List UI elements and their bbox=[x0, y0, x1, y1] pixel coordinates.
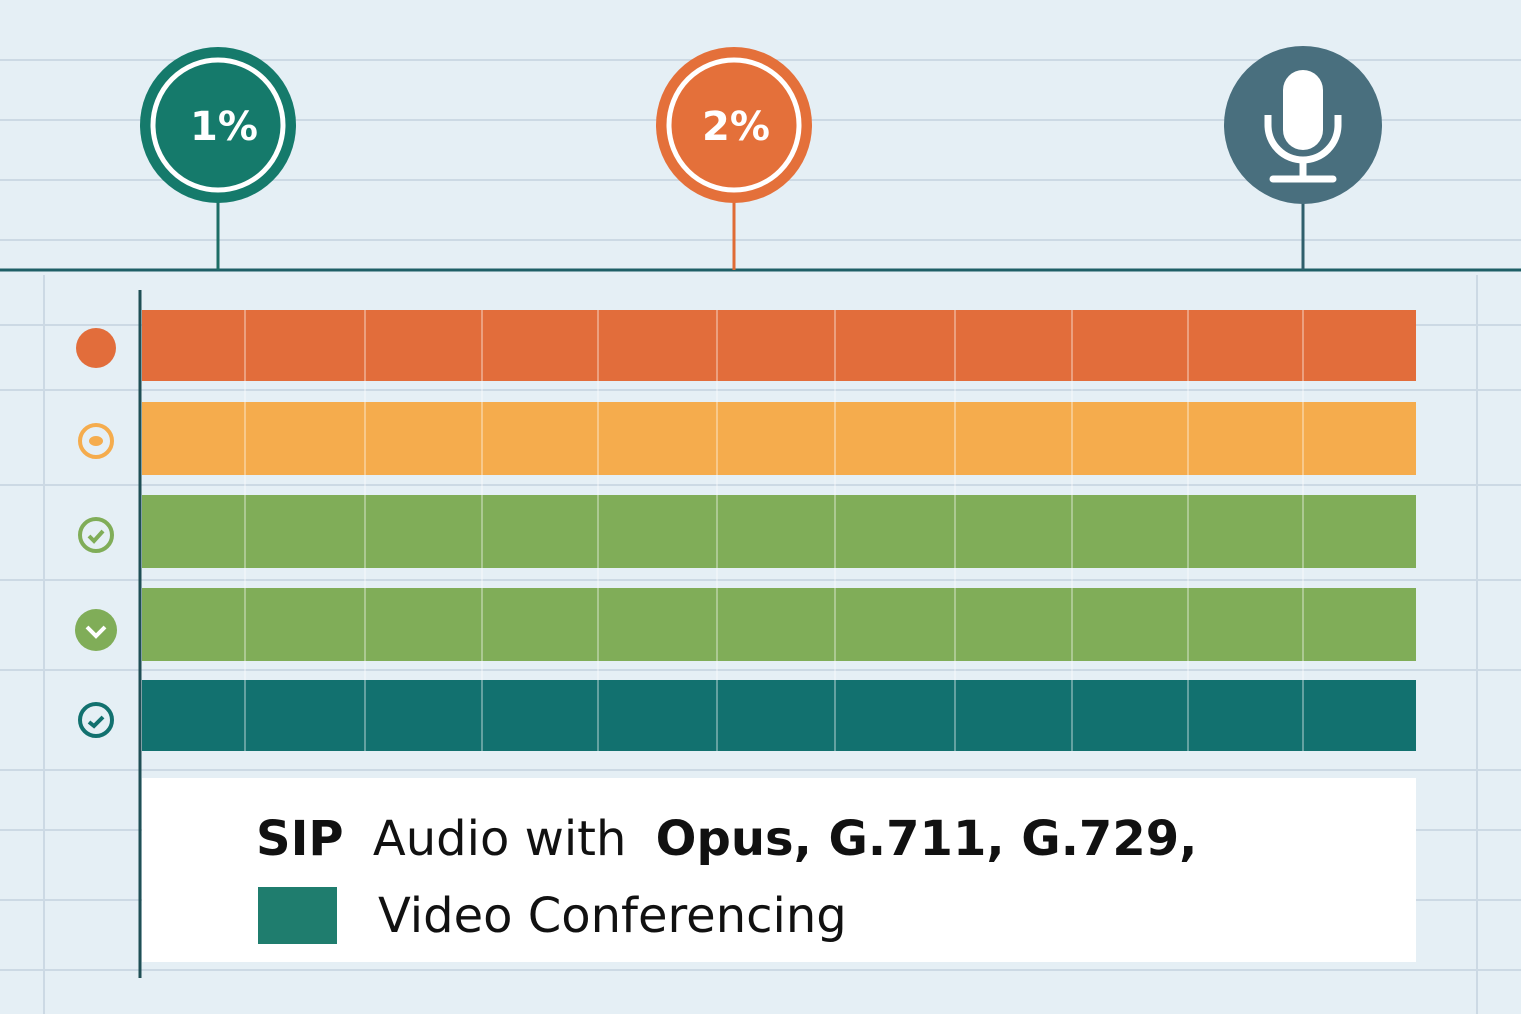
bars bbox=[142, 310, 1416, 751]
pin-1: 1% bbox=[140, 47, 296, 270]
caption-codecs: Opus, G.711, G.729, bbox=[656, 811, 1198, 867]
legend-swatch bbox=[258, 887, 337, 944]
mic-pin bbox=[1224, 46, 1382, 270]
caption-line-2: Video Conferencing bbox=[378, 888, 847, 944]
caption-line-1: SIP Audio with Opus, G.711, G.729, bbox=[256, 811, 1197, 867]
bar-dividers bbox=[244, 310, 1304, 751]
row-icons bbox=[75, 328, 117, 738]
pin-label: 2% bbox=[702, 104, 770, 150]
caption-box bbox=[142, 778, 1416, 962]
pin-2: 2% bbox=[656, 47, 812, 270]
pin-label: 1% bbox=[190, 104, 258, 150]
caption-protocol: SIP bbox=[256, 811, 344, 867]
caption-middle: Audio with bbox=[373, 811, 627, 867]
